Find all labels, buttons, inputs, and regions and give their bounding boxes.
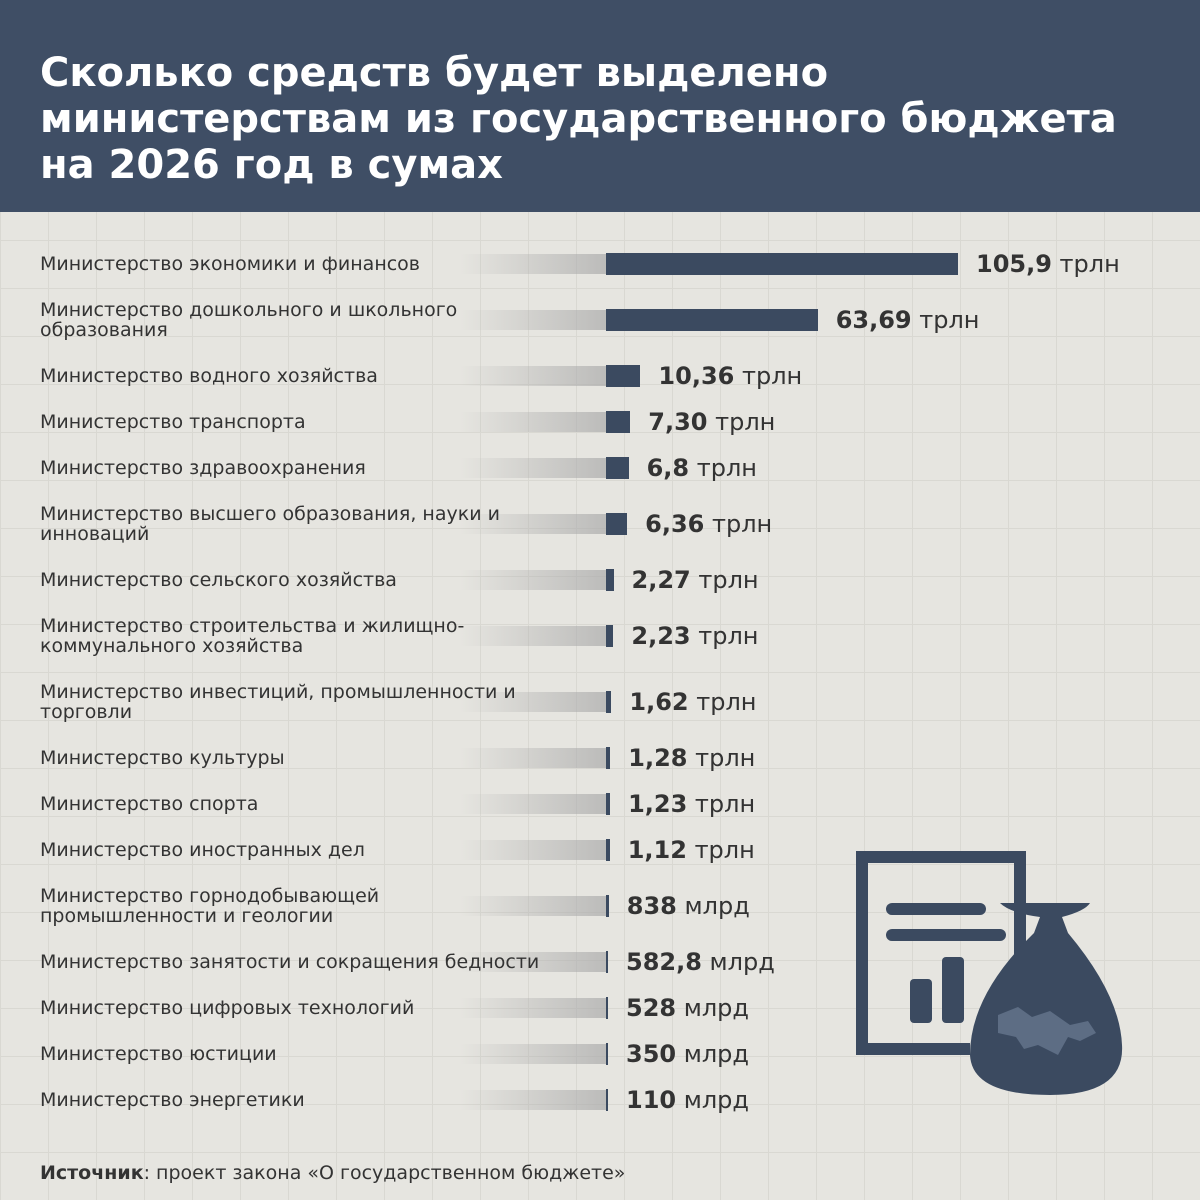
label-fade: [460, 310, 606, 330]
bar-row: Министерство энергетики 110 млрд: [0, 1077, 1200, 1123]
value-label: 2,23 трлн: [631, 622, 759, 650]
value-label: 110 млрд: [626, 1086, 750, 1114]
bar: [606, 1043, 608, 1065]
bar-row: Министерство спорта 1,23 трлн: [0, 781, 1200, 827]
bar-row: Министерство горнодобывающей промышленно…: [0, 873, 1200, 939]
bar: [606, 997, 608, 1019]
bar-row: Министерство дошкольного и школьного обр…: [0, 287, 1200, 353]
chart-title: Сколько средств будет выделено министерс…: [40, 50, 1117, 188]
source-label: Источник: [40, 1162, 144, 1184]
bar: [606, 1089, 608, 1111]
category-label: Министерство строительства и жилищно-ком…: [40, 615, 465, 657]
category-label: Министерство иностранных дел: [40, 839, 365, 861]
value-label: 6,8 трлн: [646, 454, 757, 482]
category-label: Министерство водного хозяйства: [40, 365, 378, 387]
bar-row: Министерство иностранных дел 1,12 трлн: [0, 827, 1200, 873]
label-fade: [460, 840, 606, 860]
value-label: 63,69 трлн: [835, 306, 980, 334]
bar: [606, 513, 628, 535]
label-fade: [460, 1044, 606, 1064]
category-label: Министерство занятости и сокращения бедн…: [40, 951, 540, 973]
bar-row: Министерство высшего образования, науки …: [0, 491, 1200, 557]
label-fade: [460, 458, 606, 478]
budget-icon: [856, 851, 1123, 1095]
category-label: Министерство цифровых технологий: [40, 997, 415, 1019]
label-fade: [460, 366, 606, 386]
bar-rows: Министерство экономики и финансов 105,9 т…: [0, 241, 1200, 1123]
value-label: 1,62 трлн: [629, 688, 757, 716]
label-fade: [460, 514, 606, 534]
category-label: Министерство высшего образования, науки …: [40, 503, 500, 545]
value-label: 2,27 трлн: [631, 566, 759, 594]
category-label: Министерство дошкольного и школьного обр…: [40, 299, 458, 341]
label-fade: [460, 794, 606, 814]
category-label: Министерство спорта: [40, 793, 259, 815]
label-fade: [460, 254, 606, 274]
category-label: Министерство здравоохранения: [40, 457, 366, 479]
bar-row: Министерство сельского хозяйства 2,27 трл…: [0, 557, 1200, 603]
bar-row: Министерство занятости и сокращения бедн…: [0, 939, 1200, 985]
source-text: : проект закона «О государственном бюдже…: [143, 1162, 626, 1184]
bar: [606, 309, 818, 331]
bar: [606, 625, 614, 647]
category-label: Министерство инвестиций, промышленности …: [40, 681, 516, 723]
bar: [606, 457, 629, 479]
category-label: Министерство энергетики: [40, 1089, 305, 1111]
label-fade: [460, 952, 606, 972]
value-label: 1,12 трлн: [627, 836, 755, 864]
bar-row: Министерство инвестиций, промышленности …: [0, 669, 1200, 735]
bar-row: Министерство цифровых технологий 528 млрд: [0, 985, 1200, 1031]
source-note: Источник: проект закона «О государственн…: [40, 1162, 625, 1184]
bar-row: Министерство строительства и жилищно-ком…: [0, 603, 1200, 669]
bar: [606, 839, 610, 861]
value-label: 10,36 трлн: [658, 362, 803, 390]
category-label: Министерство сельского хозяйства: [40, 569, 397, 591]
value-label: 1,23 трлн: [628, 790, 756, 818]
category-label: Министерство экономики и финансов: [40, 253, 421, 275]
value-label: 105,9 трлн: [976, 250, 1120, 278]
category-label: Министерство горнодобывающей промышленно…: [40, 885, 380, 927]
bar: [606, 365, 641, 387]
bar: [606, 569, 614, 591]
bar-row: Министерство культуры 1,28 трлн: [0, 735, 1200, 781]
value-label: 582,8 млрд: [626, 948, 775, 976]
value-label: 838 млрд: [626, 892, 750, 920]
value-label: 528 млрд: [626, 994, 750, 1022]
value-label: 1,28 трлн: [628, 744, 756, 772]
category-label: Министерство транспорта: [40, 411, 306, 433]
bar: [606, 411, 631, 433]
label-fade: [460, 998, 606, 1018]
label-fade: [460, 748, 606, 768]
category-label: Министерство культуры: [40, 747, 285, 769]
label-fade: [460, 1090, 606, 1110]
bar-row: Министерство водного хозяйства 10,36 трлн: [0, 353, 1200, 399]
bar-row: Министерство транспорта 7,30 трлн: [0, 399, 1200, 445]
value-label: 6,36 трлн: [645, 510, 773, 538]
bar: [606, 951, 608, 973]
bar: [606, 895, 609, 917]
label-fade: [460, 626, 606, 646]
header: Сколько средств будет выделено министерс…: [0, 0, 1200, 212]
label-fade: [460, 412, 606, 432]
label-fade: [460, 896, 606, 916]
label-fade: [460, 692, 606, 712]
bar-row: Министерство экономики и финансов 105,9 т…: [0, 241, 1200, 287]
label-fade: [460, 570, 606, 590]
bar: [606, 253, 958, 275]
bar-row: Министерство юстиции 350 млрд: [0, 1031, 1200, 1077]
value-label: 7,30 трлн: [648, 408, 776, 436]
category-label: Министерство юстиции: [40, 1043, 277, 1065]
bar: [606, 691, 612, 713]
bar-row: Министерство здравоохранения 6,8 трлн: [0, 445, 1200, 491]
value-label: 350 млрд: [626, 1040, 750, 1068]
bar: [606, 747, 611, 769]
bar: [606, 793, 611, 815]
